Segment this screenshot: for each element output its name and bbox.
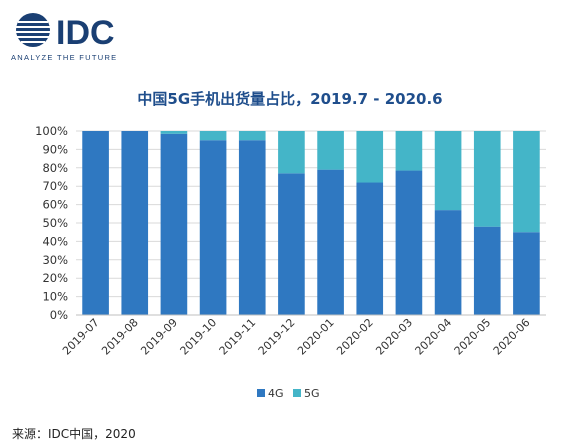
bar-5g-2019-12 (278, 131, 305, 174)
x-tick-label: 2020-06 (491, 316, 533, 358)
globe-stripes (16, 21, 50, 43)
y-tick-label: 70% (42, 179, 68, 193)
chart-title: 中国5G手机出货量占比，2019.7 - 2020.6 (137, 90, 442, 108)
bar-4g-2019-09 (160, 133, 188, 315)
x-tick-label: 2020-04 (413, 316, 455, 358)
bar-4g-2020-01 (317, 169, 344, 315)
legend-swatch-4g (257, 389, 265, 397)
bar-4g-2020-04 (434, 210, 462, 315)
bars (82, 131, 540, 315)
bar-4g-2020-02 (356, 182, 384, 315)
x-tick-label: 2020-03 (373, 316, 415, 358)
x-tick-label: 2020-05 (452, 316, 494, 358)
x-axis-ticks: 2019-072019-082019-092019-102019-112019-… (60, 316, 533, 358)
bar-5g-2019-09 (160, 131, 188, 134)
y-tick-label: 50% (42, 216, 68, 230)
bar-4g-2019-12 (278, 173, 305, 315)
y-tick-label: 0% (50, 308, 68, 322)
legend-label-5g: 5G (304, 387, 320, 400)
bar-4g-2020-06 (513, 232, 540, 315)
legend-label-4g: 4G (268, 387, 284, 400)
legend-swatch-5g (293, 389, 301, 397)
bar-4g-2019-11 (238, 140, 266, 315)
bar-5g-2019-11 (238, 131, 266, 141)
bar-5g-2020-06 (513, 131, 540, 233)
gridlines (76, 130, 546, 298)
x-tick-label: 2019-07 (60, 316, 102, 358)
bar-5g-2020-02 (356, 131, 384, 183)
bar-5g-2020-05 (473, 131, 501, 227)
x-tick-label: 2020-01 (295, 316, 337, 358)
source-note: 来源：IDC中国，2020 (12, 426, 136, 441)
bar-4g-2019-07 (82, 131, 109, 315)
bar-4g-2019-10 (199, 140, 227, 315)
x-tick-label: 2019-11 (217, 316, 259, 358)
y-tick-label: 60% (42, 198, 68, 212)
x-tick-label: 2019-08 (99, 316, 141, 358)
y-tick-label: 100% (35, 124, 68, 138)
y-tick-label: 30% (42, 253, 68, 267)
logo-name: IDC (56, 14, 115, 52)
bar-5g-2019-10 (199, 131, 227, 141)
bar-5g-2020-03 (395, 131, 423, 171)
legend: 4G 5G (257, 387, 320, 400)
bar-4g-2020-05 (473, 226, 501, 315)
bar-4g-2020-03 (395, 170, 423, 315)
y-tick-label: 40% (42, 234, 68, 248)
idc-logo: IDC ANALYZE THE FUTURE (11, 13, 117, 62)
bar-5g-2020-04 (434, 131, 462, 211)
bar-5g-2020-01 (317, 131, 344, 170)
bar-4g-2019-08 (121, 131, 149, 315)
y-tick-label: 10% (42, 290, 68, 304)
x-tick-label: 2019-09 (138, 316, 180, 358)
x-tick-label: 2019-10 (178, 316, 220, 358)
y-tick-label: 20% (42, 271, 68, 285)
y-tick-label: 90% (42, 142, 68, 156)
logo-tagline: ANALYZE THE FUTURE (11, 53, 117, 62)
y-axis-ticks: 0% 10% 20% 30% 40% 50% 60% 70% 80% 90% 100% (35, 124, 68, 322)
y-tick-label: 80% (42, 161, 68, 175)
x-tick-label: 2019-12 (256, 316, 298, 358)
x-tick-label: 2020-02 (334, 316, 376, 358)
